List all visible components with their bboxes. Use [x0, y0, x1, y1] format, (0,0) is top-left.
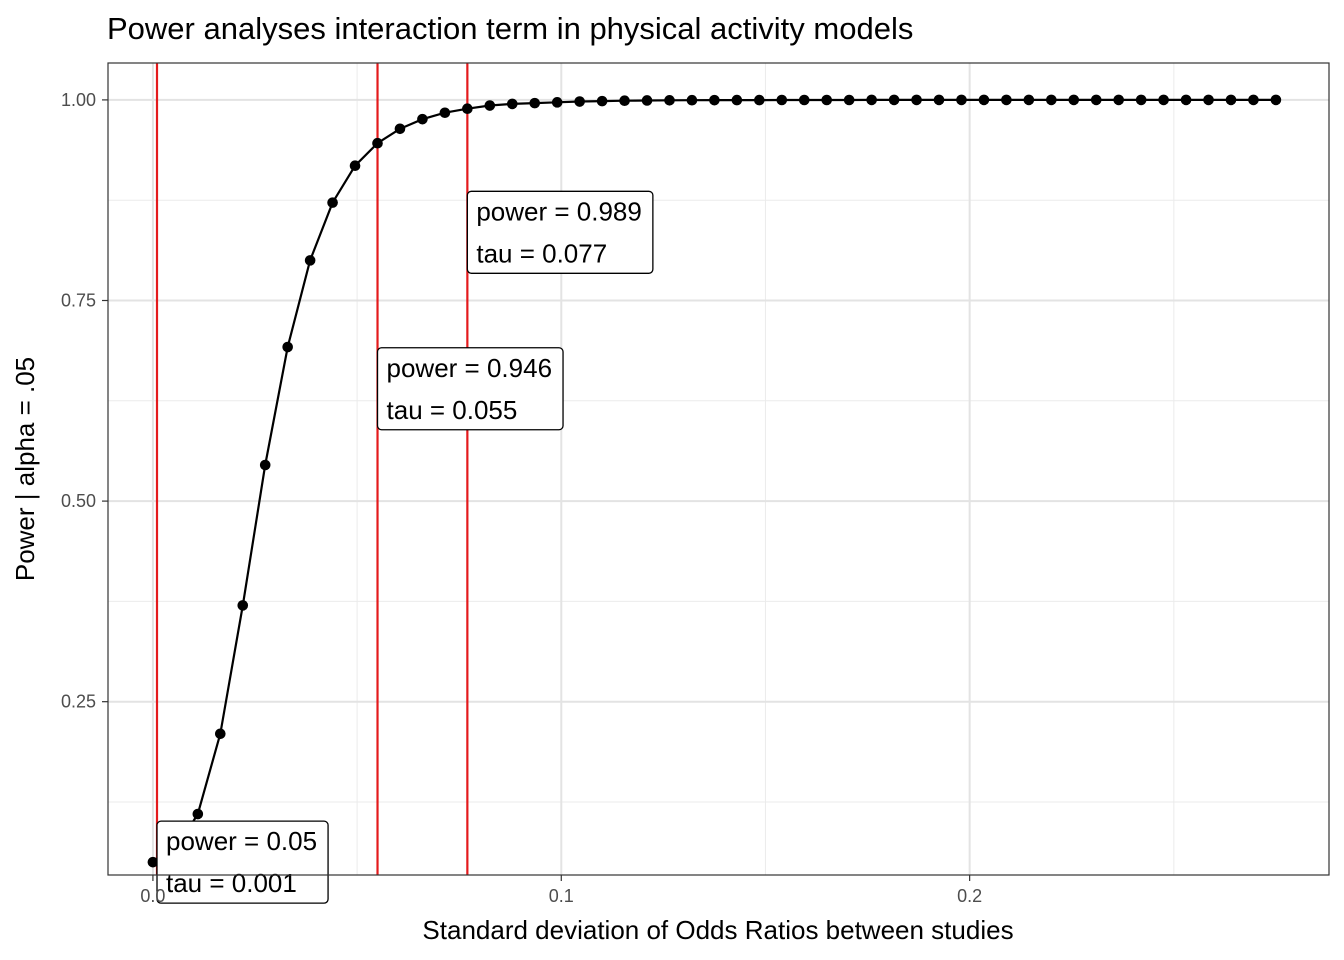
data-point — [754, 94, 765, 106]
annotation-tau-text: tau = 0.077 — [476, 238, 607, 268]
data-point — [349, 160, 361, 172]
data-point — [619, 95, 630, 107]
data-point — [192, 808, 204, 820]
data-point — [664, 95, 675, 106]
plot-panel-border — [107, 62, 1330, 876]
data-point — [529, 97, 541, 109]
data-point — [1113, 94, 1124, 106]
data-point — [327, 197, 338, 208]
data-point — [731, 94, 743, 106]
data-point — [911, 94, 922, 106]
y-tick-label: 0.50 — [61, 491, 96, 511]
data-point — [956, 94, 967, 106]
y-axis-title: Power | alpha = .05 — [10, 357, 40, 581]
data-point — [641, 95, 653, 106]
data-point — [978, 94, 990, 106]
data-point — [776, 94, 788, 106]
annotation-label: power = 0.946 tau = 0.055 — [376, 347, 564, 431]
data-point — [439, 107, 451, 119]
data-point — [1135, 94, 1147, 106]
series — [147, 94, 1282, 868]
annotation-tau-text: tau = 0.001 — [166, 868, 297, 898]
annotation-power-text: power = 0.989 — [476, 196, 642, 226]
grid — [108, 63, 1329, 875]
x-tick-label: 0.0 — [140, 886, 165, 906]
data-point — [506, 98, 518, 110]
data-point — [888, 94, 900, 106]
annotation-tau-text: tau = 0.055 — [387, 395, 518, 425]
data-point — [551, 97, 563, 108]
data-point — [843, 94, 855, 106]
annotation-box — [376, 347, 564, 431]
annotation-label: power = 0.989 tau = 0.077 — [466, 190, 654, 274]
annotation-box — [156, 820, 329, 904]
data-point — [1270, 94, 1282, 106]
data-point — [1068, 94, 1080, 106]
power-curve-line — [152, 98, 1276, 864]
data-point — [282, 341, 293, 353]
data-point — [574, 96, 585, 107]
reference-lines — [155, 63, 469, 875]
data-point — [1023, 94, 1035, 106]
annotations: power = 0.05 tau = 0.001 power = 0.946 tau … — [156, 190, 654, 904]
data-point — [596, 95, 608, 107]
annotation-power-text: power = 0.946 — [387, 353, 553, 383]
data-point — [1046, 94, 1057, 106]
x-tick-label: 0.2 — [957, 886, 982, 906]
data-point — [394, 123, 406, 135]
data-point — [147, 856, 159, 868]
data-point — [372, 137, 383, 149]
data-point — [1180, 94, 1192, 106]
data-point — [1001, 94, 1012, 106]
data-point — [462, 103, 473, 115]
data-point — [214, 728, 226, 740]
data-point — [821, 94, 833, 106]
data-point — [237, 600, 249, 611]
y-tick-label: 1.00 — [61, 90, 96, 110]
data-point — [1248, 94, 1259, 106]
data-point — [1225, 94, 1237, 106]
data-point — [933, 94, 945, 106]
axes: 0.0 0.1 0.2 0.25 0.50 0.75 1.00 — [61, 90, 982, 906]
chart-title: Power analyses interaction term in physi… — [107, 11, 913, 46]
annotation-power-text: power = 0.05 — [166, 826, 317, 856]
data-point — [304, 255, 316, 266]
data-point — [709, 94, 720, 106]
data-point — [866, 94, 877, 106]
data-point — [798, 94, 810, 106]
y-tick-label: 0.25 — [61, 692, 96, 712]
data-point — [417, 113, 428, 125]
annotation-label: power = 0.05 tau = 0.001 — [156, 820, 329, 904]
annotation-box — [466, 190, 654, 274]
y-tick-label: 0.75 — [61, 291, 96, 311]
data-point — [259, 459, 271, 471]
x-tick-label: 0.1 — [549, 886, 574, 906]
data-point — [1203, 94, 1214, 106]
data-point — [484, 100, 496, 111]
data-point — [1158, 94, 1169, 106]
data-point — [1090, 94, 1102, 106]
x-axis-title: Standard deviation of Odds Ratios betwee… — [422, 915, 1013, 945]
data-point — [686, 94, 698, 106]
